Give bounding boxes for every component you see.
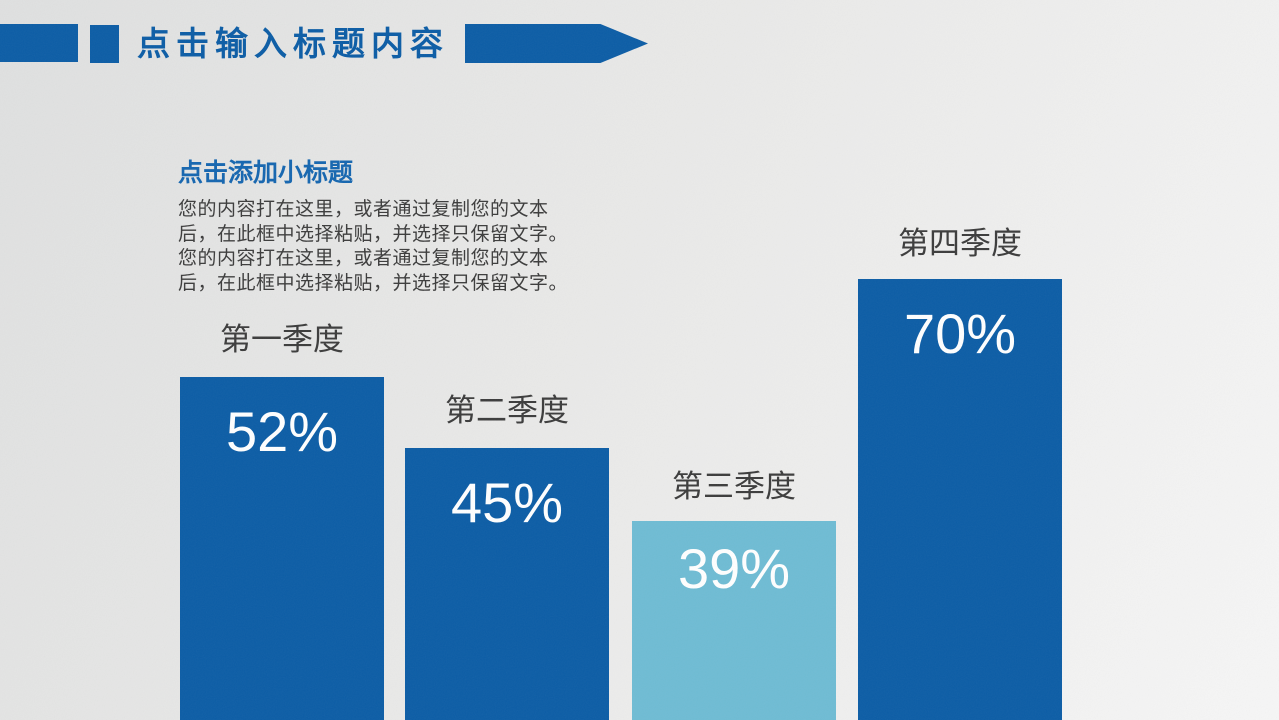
body-text-line: 您的内容打在这里，或者通过复制您的文本 bbox=[178, 199, 549, 220]
slide-title-placeholder[interactable]: 点击输入标题内容 bbox=[137, 25, 449, 62]
header-accent-bar-shape bbox=[0, 24, 78, 62]
bar-q1[interactable]: 52% bbox=[180, 377, 384, 720]
bar-category-label-q4: 第四季度 bbox=[898, 226, 1022, 261]
header-arrow-shape bbox=[465, 24, 648, 63]
bar-category-label-q3: 第三季度 bbox=[672, 469, 796, 504]
bar-q3[interactable]: 39% bbox=[632, 521, 836, 720]
body-text-line: 后，在此框中选择粘贴，并选择只保留文字。 bbox=[178, 223, 569, 245]
header-accent-square-shape bbox=[90, 25, 119, 63]
bar-value-label-q3: 39% bbox=[677, 537, 791, 600]
bar-value-label-q4: 70% bbox=[903, 302, 1017, 365]
bar-value-label-q2: 45% bbox=[450, 471, 564, 534]
body-text-line: 您的内容打在这里，或者通过复制您的文本 bbox=[178, 248, 549, 270]
bar-category-label-q2: 第二季度 bbox=[445, 393, 569, 428]
slide-subtitle[interactable]: 点击添加小标题 bbox=[178, 159, 354, 187]
bar-category-label-q1: 第一季度 bbox=[220, 322, 344, 357]
body-text-line: 后，在此框中选择粘贴，并选择只保留文字。 bbox=[178, 272, 569, 294]
bar-q4[interactable]: 70% bbox=[858, 279, 1062, 720]
bar-q2[interactable]: 45% bbox=[405, 448, 609, 720]
body-text: 您的内容打在这里，或者通过复制您的文本 后，在此框中选择粘贴，并选择只保留文字。… bbox=[178, 198, 608, 296]
bar-value-label-q1: 52% bbox=[225, 400, 339, 463]
text-placeholder-block[interactable]: 点击添加小标题 您的内容打在这里，或者通过复制您的文本 后，在此框中选择粘贴，并… bbox=[178, 153, 608, 296]
